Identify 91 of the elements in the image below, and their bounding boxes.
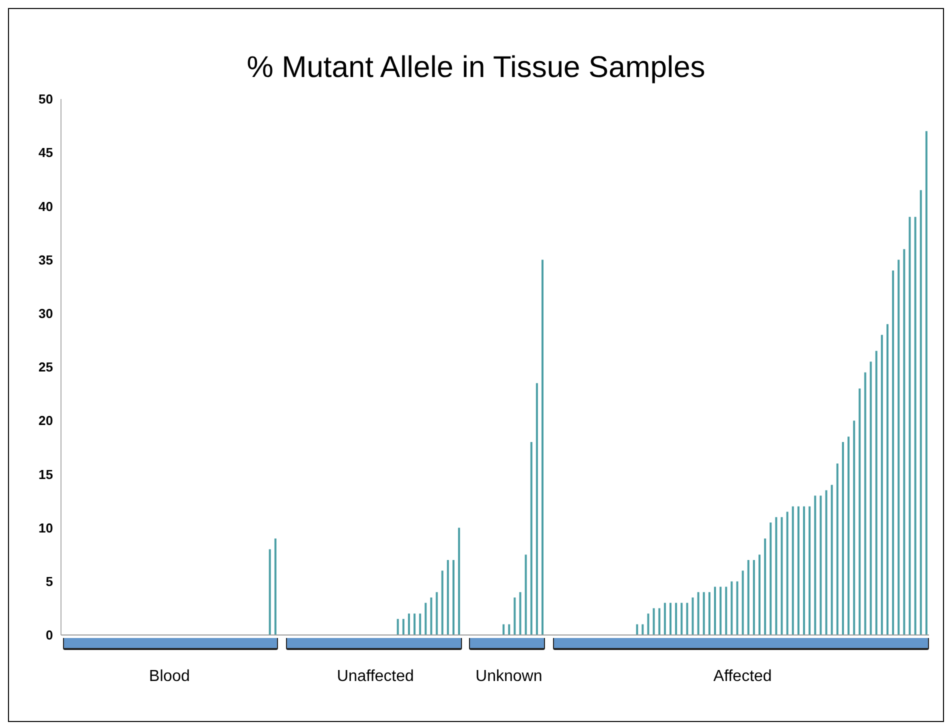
bar xyxy=(636,624,638,635)
bar xyxy=(803,506,806,635)
bar xyxy=(658,608,660,635)
bar xyxy=(502,624,505,635)
x-tick-label: Unknown xyxy=(476,668,542,685)
bar xyxy=(842,442,844,635)
bar xyxy=(524,554,527,635)
bar xyxy=(664,602,666,635)
bar xyxy=(508,624,510,635)
bar xyxy=(780,517,783,635)
bar xyxy=(424,602,427,635)
bar xyxy=(436,592,438,635)
y-tick-label: 5 xyxy=(46,574,53,590)
y-tick-label: 40 xyxy=(38,198,53,214)
bar xyxy=(886,324,888,635)
bar xyxy=(742,570,744,635)
bar xyxy=(814,496,816,635)
bar xyxy=(647,614,650,635)
bar xyxy=(402,618,404,635)
bar xyxy=(836,463,838,635)
bar xyxy=(848,436,850,635)
y-tick-label: 50 xyxy=(38,92,53,107)
bar xyxy=(870,362,872,635)
bar xyxy=(730,581,733,635)
bar xyxy=(758,554,761,635)
bar xyxy=(770,522,772,635)
bar xyxy=(914,216,916,635)
bar xyxy=(752,560,755,635)
bar xyxy=(519,592,522,635)
y-tick-label: 25 xyxy=(38,360,53,375)
bar xyxy=(864,372,866,635)
bar xyxy=(747,560,750,635)
bar xyxy=(536,383,538,635)
bar xyxy=(736,581,738,635)
bar xyxy=(530,442,532,635)
bar xyxy=(414,614,416,635)
bar xyxy=(692,597,694,635)
y-tick-label: 35 xyxy=(38,252,53,268)
bar xyxy=(514,597,516,635)
bar xyxy=(875,350,878,635)
bar xyxy=(446,560,449,635)
y-tick-label: 15 xyxy=(38,466,53,482)
y-tick-label: 45 xyxy=(38,145,53,160)
bar xyxy=(268,549,271,635)
y-tick-label: 0 xyxy=(46,628,53,643)
bar xyxy=(764,538,766,635)
bar xyxy=(908,216,911,635)
bar xyxy=(903,249,906,635)
bar xyxy=(808,506,811,635)
bar xyxy=(702,592,705,635)
x-tick-label: Affected xyxy=(713,668,772,685)
x-tick-label: Blood xyxy=(149,668,190,685)
bar xyxy=(925,131,928,635)
bar xyxy=(686,602,688,635)
bar xyxy=(858,388,861,635)
y-tick-label: 30 xyxy=(38,306,53,322)
bar xyxy=(892,270,894,635)
y-tick-label: 10 xyxy=(38,520,53,536)
x-tick-label: Unaffected xyxy=(336,668,414,685)
bar xyxy=(792,506,794,635)
bar xyxy=(720,586,722,635)
bar xyxy=(652,608,655,635)
bar xyxy=(430,597,432,635)
bar xyxy=(725,586,728,635)
bar xyxy=(408,614,410,635)
bar xyxy=(708,592,710,635)
bar xyxy=(458,528,460,635)
bar xyxy=(797,506,800,635)
bar xyxy=(920,190,922,635)
bar xyxy=(880,334,883,635)
y-tick-label: 20 xyxy=(38,413,53,428)
bar xyxy=(452,560,454,635)
chart-title: % Mutant Allele in Tissue Samples xyxy=(246,51,706,85)
bar xyxy=(680,602,683,635)
bar xyxy=(669,602,672,635)
bar xyxy=(642,624,644,635)
bar xyxy=(274,538,276,635)
bar xyxy=(820,496,822,635)
bar xyxy=(419,614,422,635)
bar xyxy=(675,602,678,635)
bar xyxy=(441,570,444,635)
bar xyxy=(898,260,900,635)
bar xyxy=(853,420,856,635)
bar xyxy=(396,618,399,635)
bar xyxy=(697,592,700,635)
bar xyxy=(825,490,828,635)
bar xyxy=(542,260,544,635)
bar xyxy=(775,517,778,635)
bar xyxy=(830,484,833,635)
bar xyxy=(786,512,788,635)
bar xyxy=(714,586,716,635)
